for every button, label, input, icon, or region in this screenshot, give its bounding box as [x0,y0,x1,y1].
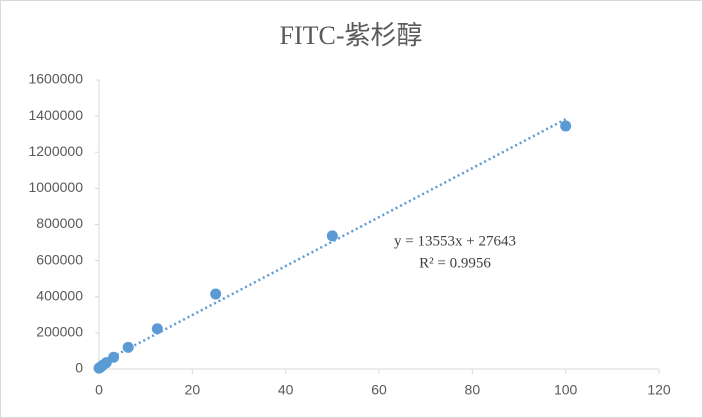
point [210,288,222,300]
point [122,341,134,353]
y-tick-label: 200000 [36,324,83,340]
point [560,120,572,132]
y-tick-label: 600000 [36,251,83,267]
point [108,351,120,363]
x-tick-label: 60 [371,382,387,398]
y-tick-label: 0 [75,360,83,376]
trend-equation: y = 13553x + 27643 [394,233,516,249]
y-tick-label: 1600000 [28,71,83,87]
x-tick-label: 20 [185,382,201,398]
chart-title: FITC-紫杉醇 [279,21,422,50]
x-tick-label: 80 [465,382,481,398]
y-tick-label: 400000 [36,287,83,303]
y-tick-label: 1200000 [28,143,83,159]
y-tick-label: 1000000 [28,179,83,195]
x-tick-label: 120 [647,382,671,398]
x-tick-label: 40 [278,382,294,398]
trend-r2: R² = 0.9956 [419,255,491,271]
x-tick-label: 100 [554,382,578,398]
x-tick-label: 0 [95,382,103,398]
y-tick-label: 800000 [36,215,83,231]
point [151,323,163,335]
y-tick-label: 1400000 [28,107,83,123]
point [326,230,338,242]
